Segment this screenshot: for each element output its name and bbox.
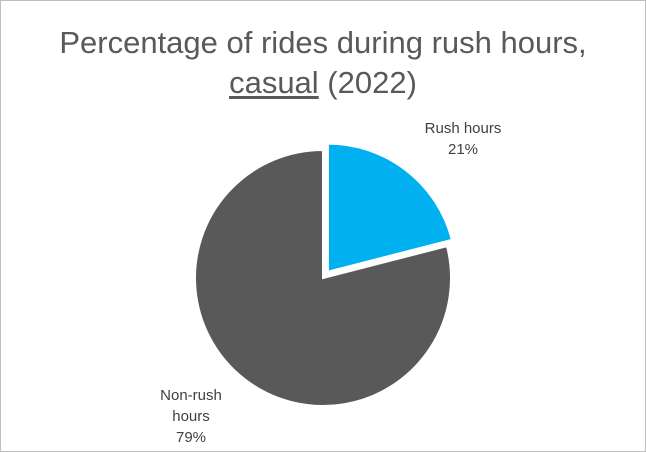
chart-title-line-1: Percentage of rides during rush hours, [59,25,587,60]
slice-value-non-rush-hours: 79% [176,429,206,446]
chart-title-underlined-word: casual [229,65,319,100]
slice-label-rush-hours: Rush hours [425,120,502,137]
pie-slice-rush-hours [326,142,454,273]
slice-label-non-rush-line-1: Non-rush [160,387,222,404]
chart-title: Percentage of rides during rush hours, c… [1,23,645,103]
slice-label-non-rush-line-2: hours [172,408,210,425]
chart-title-line-2: casual (2022) [1,63,645,103]
slice-value-rush-hours: 21% [448,141,478,158]
pie-slice-non-rush-hours [194,148,452,407]
chart-title-year: (2022) [318,65,417,100]
